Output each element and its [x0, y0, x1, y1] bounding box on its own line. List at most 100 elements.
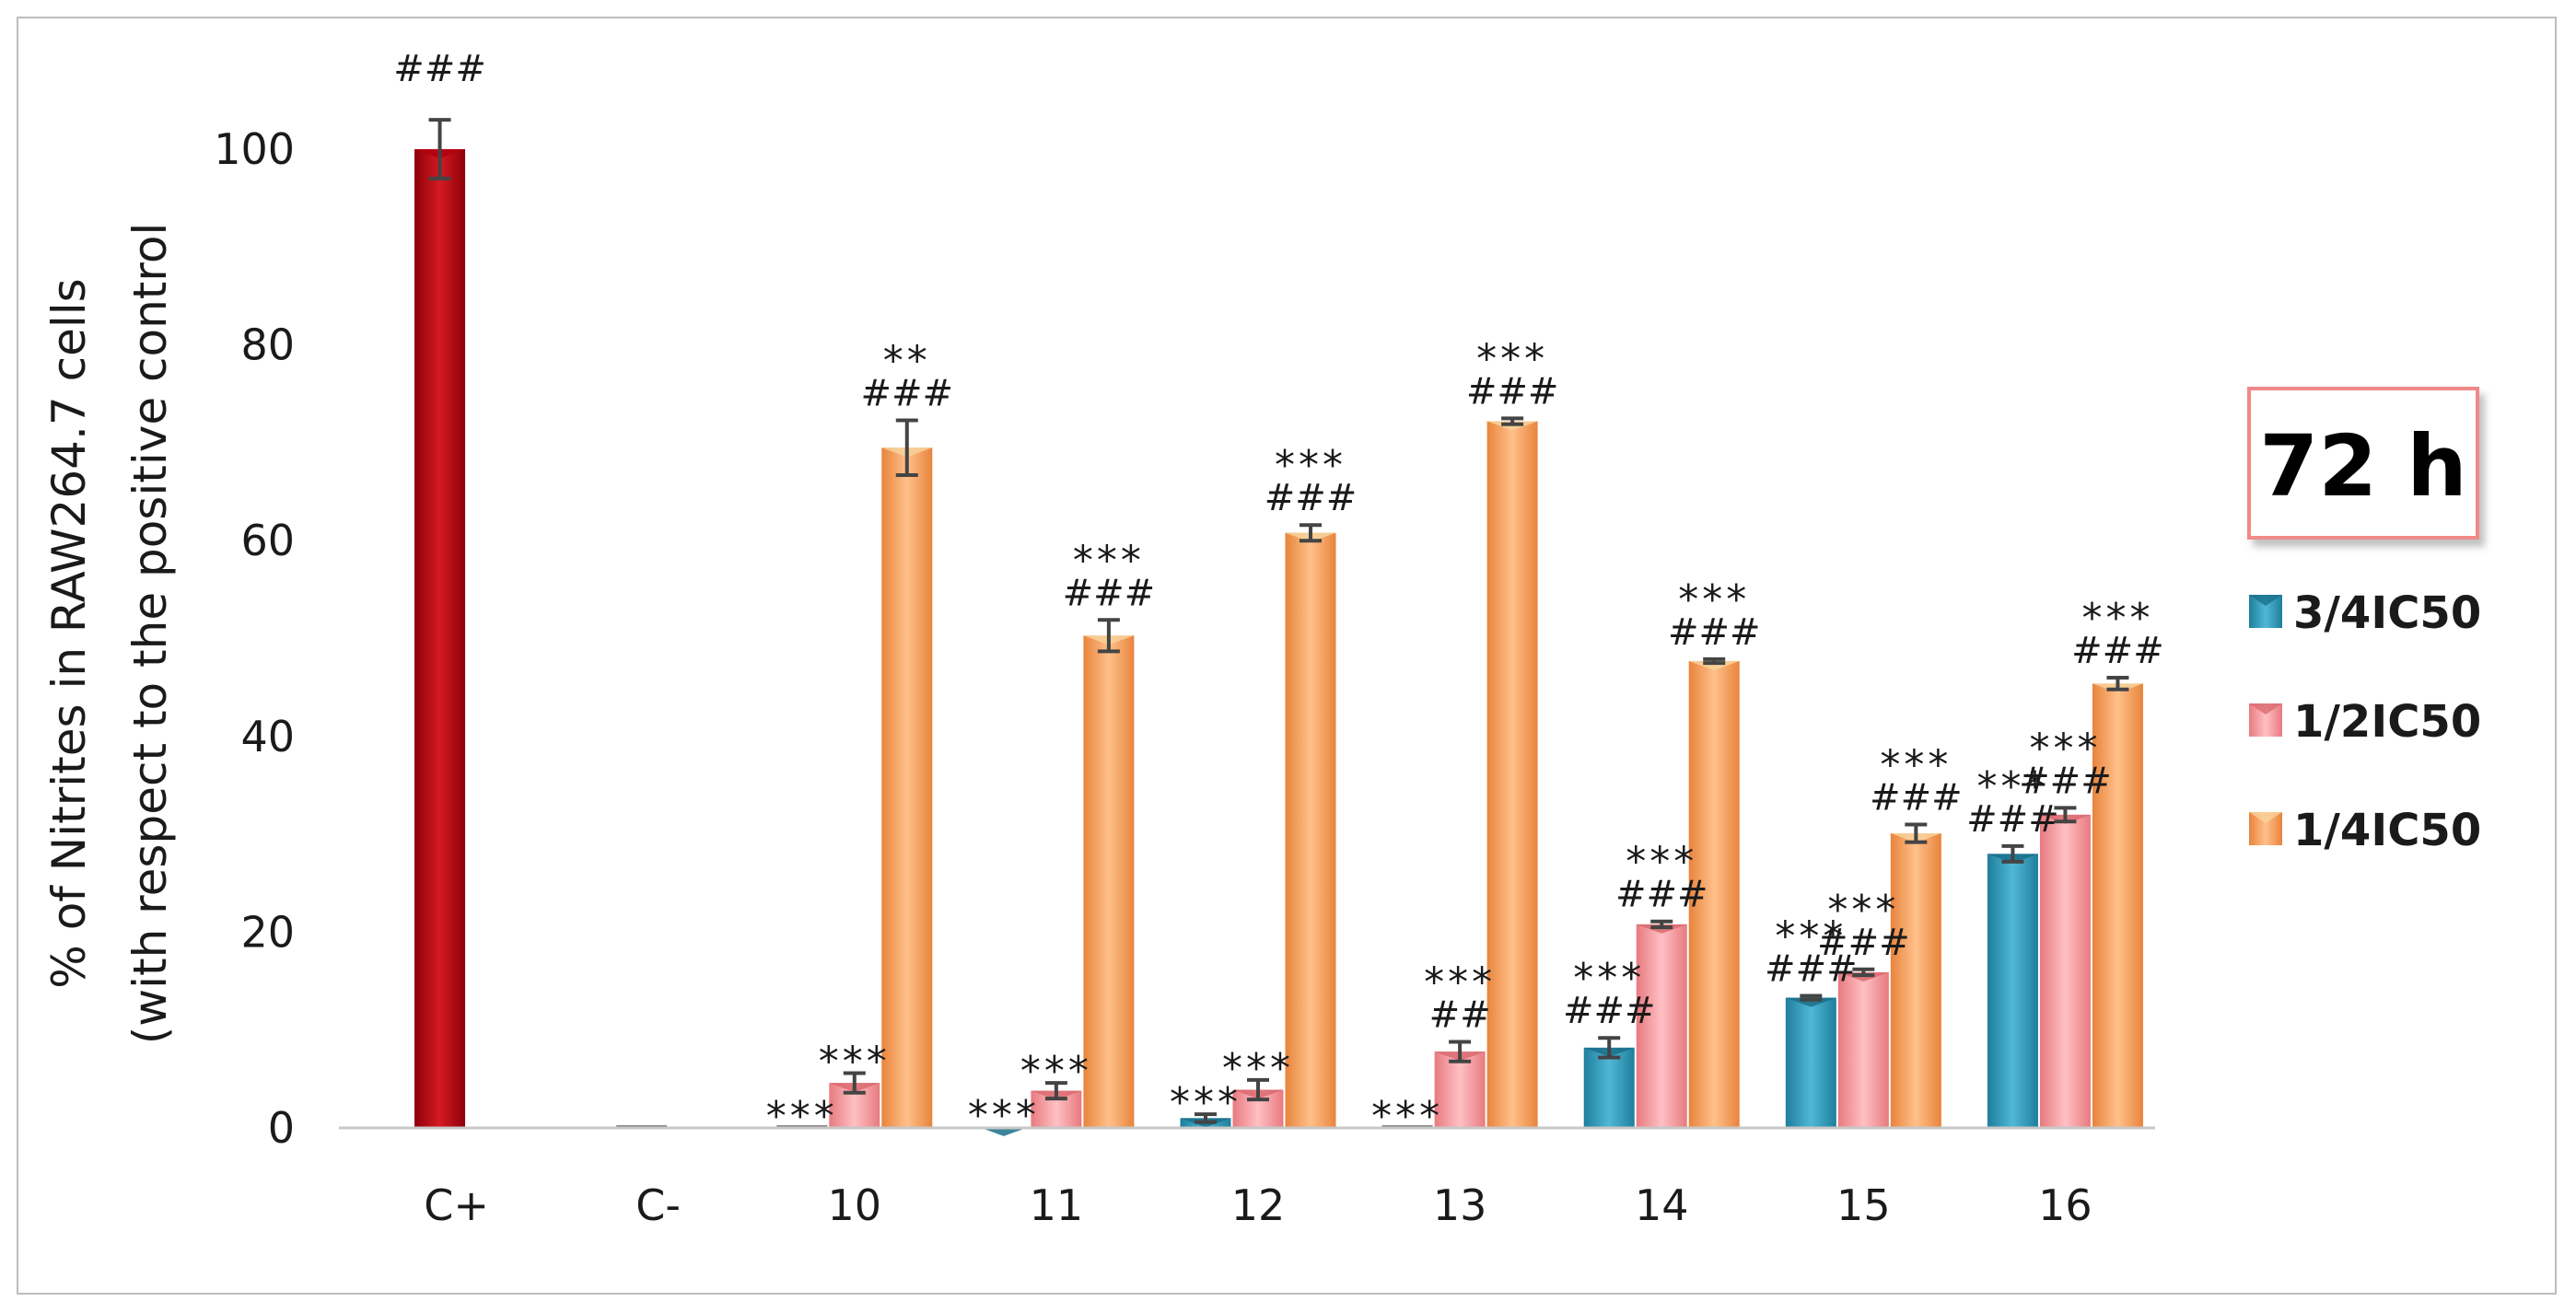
significance-stars: ***	[1976, 763, 2048, 810]
significance-hash: ###	[1063, 572, 1156, 614]
y-tick-label: 80	[240, 320, 295, 370]
significance-stars: ***	[1775, 912, 1847, 959]
significance-stars: **	[883, 337, 931, 384]
significance-stars: ***	[968, 1092, 1040, 1139]
error-bars	[428, 118, 2129, 1124]
bar-1/4IC50-11	[1083, 635, 1135, 1128]
bar-1/4IC50-13	[1486, 421, 1538, 1128]
x-tick-label: 16	[2038, 1180, 2092, 1230]
significance-stars: ***	[1020, 1048, 1092, 1095]
error-bar	[1097, 618, 1120, 654]
error-bar	[2106, 676, 2129, 691]
bar-1/2IC50-13	[1434, 1052, 1486, 1128]
significance-stars: ***	[1371, 1093, 1443, 1140]
significance-stars: ***	[1678, 576, 1750, 623]
y-tick-label: 20	[240, 907, 295, 957]
legend-item: 1/2IC50	[2249, 696, 2481, 748]
y-axis-label-line2: (with respect to the positive control	[123, 223, 177, 1045]
significance-stars: ***	[1275, 442, 1346, 489]
bar-1/4IC50-12	[1285, 532, 1336, 1128]
significance-stars: ***	[1222, 1045, 1294, 1092]
error-bar	[1703, 656, 1726, 666]
x-tick-label: 14	[1635, 1180, 1689, 1230]
significance-hash: ###	[1668, 611, 1761, 654]
significance-hash: ###	[861, 372, 954, 414]
error-bar	[1501, 416, 1524, 426]
significance-stars: ***	[1880, 741, 1952, 788]
time-label-box: 72 h	[2247, 387, 2479, 540]
error-bar	[1598, 1036, 1621, 1060]
bar-positive-control	[414, 149, 466, 1128]
error-bar	[1905, 822, 1928, 844]
error-bar	[1650, 919, 1673, 930]
significance-hash: ###	[1563, 990, 1656, 1032]
bar-3/4IC50-15	[1785, 997, 1836, 1128]
error-bar	[843, 1071, 866, 1095]
legend: 3/4IC50 1/2IC50 1/4IC50	[2249, 587, 2481, 856]
y-tick-label: 100	[214, 124, 295, 174]
legend-label: 1/4IC50	[2293, 805, 2481, 856]
legend-item: 1/4IC50	[2249, 805, 2481, 856]
error-bar	[1449, 1040, 1472, 1063]
bar-1/2IC50-15	[1837, 971, 1889, 1128]
error-bar	[1800, 993, 1823, 1002]
significance-hash: ###	[1265, 477, 1358, 519]
significance-hash: ###	[1870, 776, 1963, 819]
significance-stars: ***	[766, 1093, 838, 1140]
x-tick-label: C-	[635, 1180, 681, 1230]
legend-label: 3/4IC50	[2293, 587, 2481, 639]
significance-stars: ***	[2081, 595, 2153, 642]
significance-stars: ***	[1626, 839, 1697, 886]
x-tick-label: 13	[1433, 1180, 1487, 1230]
time-label: 72 h	[2259, 417, 2467, 516]
error-bar-positive-control	[428, 118, 451, 180]
bar-1/4IC50-14	[1688, 660, 1740, 1128]
bar-1/2IC50-14	[1636, 924, 1687, 1128]
significance-stars: ***	[1170, 1079, 1241, 1126]
error-bar	[2001, 843, 2024, 864]
error-bar	[2054, 806, 2077, 824]
significance-hash: ###	[393, 48, 486, 90]
y-tick-label: 0	[268, 1103, 295, 1153]
significance-stars: ***	[1424, 959, 1496, 1005]
bar-3/4IC50-14	[1583, 1047, 1635, 1128]
y-axis-label-line1: % of Nitrites in RAW264.7 cells	[42, 278, 96, 988]
bar-1/4IC50-10	[881, 447, 933, 1129]
significance-hash: ###	[1615, 874, 1708, 916]
error-bar	[1195, 1112, 1217, 1124]
error-bar	[1247, 1077, 1269, 1102]
bars	[414, 149, 2143, 1136]
bar-3/4IC50-16	[1987, 854, 2038, 1128]
significance-stars: ***	[1573, 955, 1645, 1002]
significance-hash: ###	[1466, 370, 1559, 412]
significance-labels: ###******###********###*********###*****…	[393, 48, 2163, 1140]
bar-1/4IC50-16	[2092, 683, 2143, 1128]
bar-1/4IC50-15	[1890, 833, 1941, 1128]
x-tick-label: C+	[424, 1180, 489, 1230]
x-tick-label: 12	[1231, 1180, 1286, 1230]
error-bar	[895, 418, 918, 477]
error-bar	[1300, 523, 1322, 543]
bar-cap	[1688, 660, 1740, 670]
x-tick-labels: C+ C- 10 11 12 13 14 15 16	[424, 1180, 2092, 1230]
significance-stars: ***	[1073, 537, 1145, 584]
bar-cap	[1785, 997, 1836, 1007]
legend-swatch-cap	[2249, 812, 2282, 823]
significance-hash: ###	[2071, 630, 2164, 672]
bar-1/2IC50-16	[2039, 814, 2091, 1128]
error-bar	[1044, 1081, 1067, 1101]
error-bar	[1852, 967, 1875, 978]
x-tick-label: 11	[1030, 1180, 1084, 1230]
legend-swatch-cap	[2249, 703, 2282, 715]
y-tick-labels: 0 20 40 60 80 100	[214, 124, 295, 1153]
significance-stars: ***	[819, 1038, 891, 1085]
significance-hash: ###	[1966, 798, 2059, 841]
significance-hash: ###	[1817, 922, 1910, 964]
legend-label: 1/2IC50	[2293, 696, 2481, 748]
x-tick-label: 15	[1836, 1180, 1891, 1230]
y-tick-label: 60	[240, 516, 295, 565]
significance-hash: ##	[1429, 993, 1491, 1036]
significance-hash: ###	[1765, 947, 1858, 990]
legend-swatch-cap	[2249, 595, 2282, 606]
